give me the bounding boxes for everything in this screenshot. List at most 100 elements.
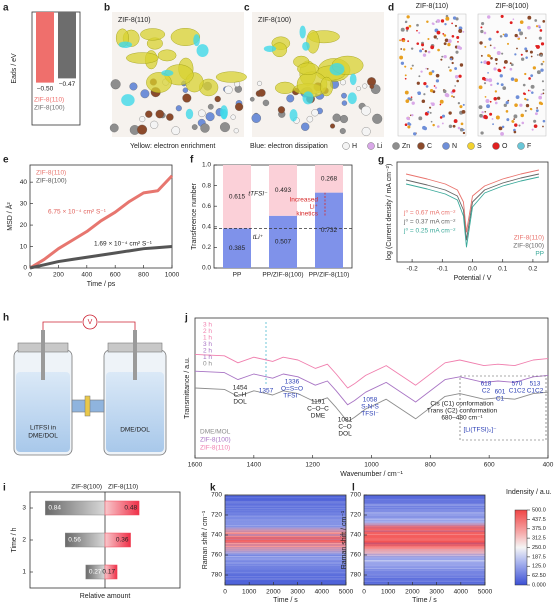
atom (361, 105, 371, 116)
atom (493, 96, 498, 101)
heatmap-image (225, 495, 346, 585)
atom (509, 67, 513, 71)
atom (488, 37, 492, 41)
atom (182, 93, 192, 103)
atom (400, 61, 405, 65)
y-tick-label: 780 (350, 572, 361, 579)
legend-entry: DME/MOL (200, 429, 231, 436)
bar (104, 564, 118, 580)
y-tick-label: 720 (350, 512, 361, 519)
atom (462, 103, 465, 106)
atom (540, 54, 543, 57)
x-tick-label: 0 (223, 589, 227, 596)
panel-letter: j (184, 313, 188, 324)
atom (251, 113, 262, 123)
annotation: C–O–C (307, 406, 329, 413)
atom (524, 37, 527, 39)
annotation: TFSI⁻ (361, 411, 379, 418)
atom (538, 26, 541, 29)
bar-segment (223, 228, 251, 268)
value-label: −0.50 (37, 85, 54, 92)
atom (501, 125, 505, 129)
atom (495, 62, 498, 65)
atom (530, 55, 533, 58)
atom (457, 102, 461, 105)
atom (407, 122, 411, 126)
atom-label: O (502, 143, 508, 150)
atom (286, 94, 295, 103)
panel-letter: h (3, 313, 9, 324)
y-tick-label: 780 (211, 572, 222, 579)
atom (443, 34, 447, 37)
atom (421, 48, 424, 51)
atom (214, 95, 221, 103)
atom (503, 66, 506, 69)
atom (429, 89, 434, 93)
atom (502, 33, 505, 36)
atom (483, 60, 487, 65)
atom (447, 42, 451, 47)
atom (439, 116, 443, 119)
y-axis-label: Eads / eV (11, 53, 18, 84)
atom (490, 56, 493, 60)
atom (356, 86, 361, 92)
atom (460, 122, 464, 126)
separator (84, 395, 91, 417)
density-lobe (121, 94, 135, 107)
atom (451, 95, 454, 98)
atom-swatch (467, 142, 475, 150)
y-tick-label: 1 (22, 569, 26, 576)
atom (428, 71, 433, 76)
series-line (194, 387, 549, 423)
atom (498, 126, 503, 131)
atom (518, 124, 521, 127)
annotation: DME (311, 413, 326, 420)
atom (311, 109, 319, 117)
atom (507, 99, 510, 102)
value-label: 0.268 (321, 176, 338, 183)
atom (479, 41, 483, 45)
atom (538, 95, 543, 100)
atom (510, 77, 515, 81)
annotation: 618 (481, 381, 492, 388)
x-tick-label: 600 (110, 272, 121, 279)
atom-swatch (517, 142, 525, 150)
atom (448, 124, 453, 129)
image-label: ZIF-8(100) (258, 17, 291, 24)
meter (82, 314, 98, 330)
atom (434, 86, 438, 89)
liquid (16, 372, 70, 452)
x-tick-label: 5000 (478, 589, 493, 596)
atom-label: N (452, 143, 457, 150)
atom (171, 126, 181, 135)
atom (514, 78, 518, 83)
series-line (29, 245, 173, 270)
atom (484, 110, 487, 113)
atom-swatch (342, 142, 350, 150)
x-tick-label: 1000 (165, 272, 180, 279)
annotation: TFSI⁻ (283, 393, 301, 400)
colorbar-tick-label: 125.0 (532, 564, 546, 570)
atom (531, 128, 534, 131)
atom (175, 105, 182, 112)
atom (494, 90, 498, 93)
atom (499, 74, 503, 78)
x-tick-label: 1600 (188, 462, 203, 469)
annotation: C–H (233, 392, 246, 399)
atom (542, 125, 544, 128)
atom (431, 22, 435, 25)
atom (454, 67, 458, 70)
x-tick-label: 0 (28, 272, 32, 279)
y-tick-label: 40 (20, 179, 28, 186)
atom (493, 46, 496, 49)
atom (439, 99, 444, 104)
density-lobe (263, 45, 277, 52)
atom (487, 54, 490, 57)
atom-label: C (427, 143, 432, 150)
y-axis-label: Raman shift / cm⁻¹ (202, 510, 209, 569)
atom (451, 35, 455, 38)
atom (522, 83, 526, 87)
atom (441, 55, 444, 58)
atom (200, 123, 210, 133)
value-label: 0.493 (275, 187, 292, 194)
